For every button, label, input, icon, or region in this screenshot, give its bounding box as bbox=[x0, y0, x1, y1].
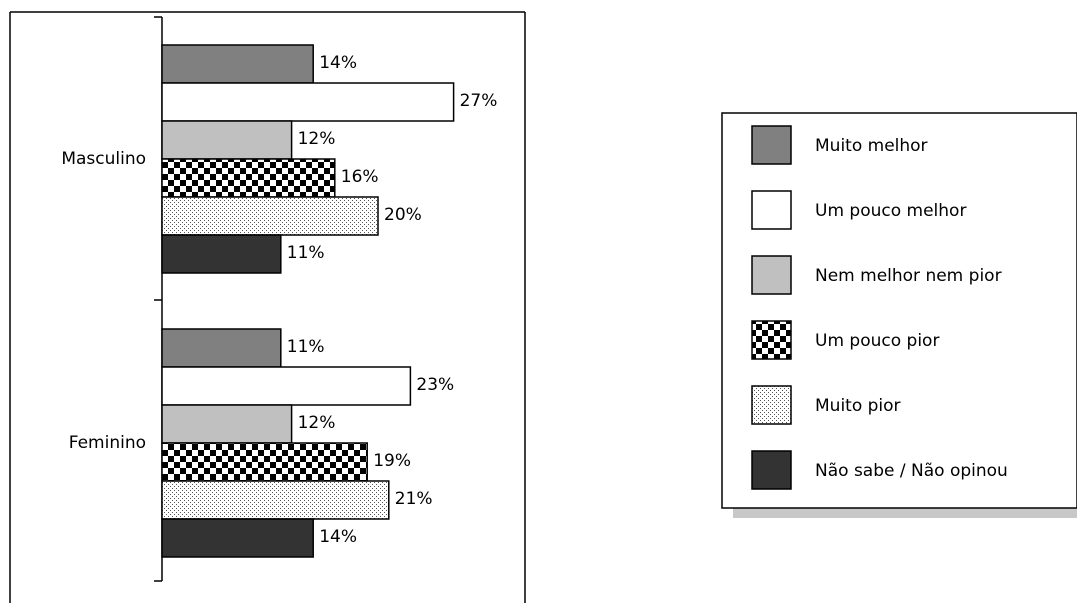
bar bbox=[161, 82, 455, 122]
bar bbox=[161, 158, 336, 198]
bar bbox=[161, 196, 379, 236]
data-label: 11% bbox=[287, 337, 325, 357]
legend: Muito melhor Um pouco melhor Nem melhor ne… bbox=[721, 112, 1077, 518]
data-label: 19% bbox=[373, 451, 411, 471]
category-label: Feminino bbox=[69, 433, 146, 453]
legend-swatch bbox=[751, 125, 792, 165]
legend-label: Muito pior bbox=[815, 396, 901, 416]
legend-swatch bbox=[751, 255, 792, 295]
data-label: 20% bbox=[384, 205, 422, 225]
category-label: Masculino bbox=[61, 149, 146, 169]
legend-label: Não sabe / Não opinou bbox=[815, 461, 1008, 481]
legend-swatch bbox=[751, 385, 792, 425]
data-label: 12% bbox=[298, 413, 336, 433]
data-label: 12% bbox=[298, 129, 336, 149]
data-label: 21% bbox=[395, 489, 433, 509]
data-label: 16% bbox=[341, 167, 379, 187]
bar bbox=[161, 234, 282, 274]
data-label: 14% bbox=[319, 53, 357, 73]
bar bbox=[161, 366, 412, 406]
legend-swatch bbox=[751, 320, 792, 360]
legend-box bbox=[721, 112, 1077, 509]
bar bbox=[161, 442, 368, 482]
bars-layer: 14%27%12%16%20%11%11%23%12%19%21%14% bbox=[161, 44, 498, 558]
legend-swatch bbox=[751, 190, 792, 230]
bar bbox=[161, 480, 390, 520]
data-label: 27% bbox=[460, 91, 498, 111]
data-label: 11% bbox=[287, 243, 325, 263]
legend-label: Um pouco pior bbox=[815, 331, 939, 351]
legend-swatch bbox=[751, 450, 792, 490]
legend-label: Muito melhor bbox=[815, 136, 928, 156]
bar bbox=[161, 518, 314, 558]
bar bbox=[161, 44, 314, 84]
bar bbox=[161, 328, 282, 368]
bar bbox=[161, 404, 293, 444]
data-label: 23% bbox=[416, 375, 454, 395]
legend-label: Nem melhor nem pior bbox=[815, 266, 1002, 286]
legend-label: Um pouco melhor bbox=[815, 201, 966, 221]
data-label: 14% bbox=[319, 527, 357, 547]
bar bbox=[161, 120, 293, 160]
category-labels: Masculino Feminino bbox=[61, 149, 146, 453]
